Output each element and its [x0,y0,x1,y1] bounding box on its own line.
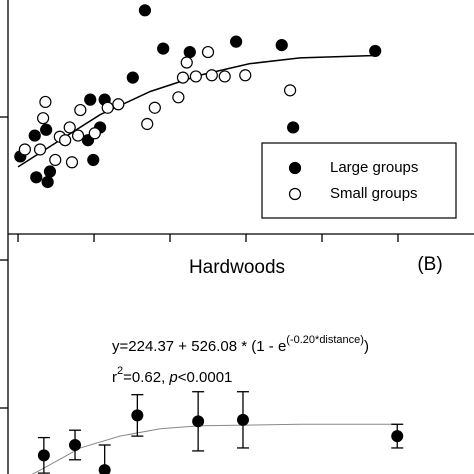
legend-marker [288,161,302,175]
point [205,69,218,82]
error-point [192,391,205,452]
point [43,165,57,178]
fit-stats: r2=0.62, p<0.0001 [112,365,232,386]
point [131,409,144,422]
point [287,121,300,134]
point [69,438,82,451]
point [59,134,72,147]
point [71,129,85,142]
point [230,35,243,48]
point [172,91,185,104]
fit-curve [31,423,398,474]
point [183,45,196,59]
r-value: =0.62, [123,369,169,386]
point [189,70,202,83]
point [37,112,50,125]
point [41,175,54,189]
point [176,71,190,84]
point [98,464,111,474]
point [180,56,193,69]
p-symbol: p [168,369,177,386]
point [239,69,252,82]
point [283,84,297,97]
point [33,143,47,156]
point [391,430,404,443]
r-sup: 2 [117,365,123,377]
legend-box [261,142,457,219]
point [126,71,139,84]
point [141,117,154,131]
error-point [391,423,404,449]
error-point [98,444,111,474]
point [74,103,87,117]
error-point [131,394,144,437]
point [65,156,79,169]
point [40,123,53,136]
legend-label: Small groups [330,185,418,202]
point [112,98,125,111]
error-point [236,391,249,449]
point [49,153,62,167]
point [369,44,382,58]
legend-marker [288,187,302,201]
r-symbol: r [112,369,117,386]
equation-exponent: (-0.20*distance) [286,334,364,346]
equation-close: ) [364,338,369,355]
panel-title: Hardwoods [189,257,285,278]
error-point [69,429,82,461]
p-value: <0.0001 [178,369,233,386]
point [218,70,231,83]
point [236,413,249,426]
legend-label: Large groups [330,159,418,176]
point [37,449,50,462]
point [192,415,205,428]
error-point [37,436,50,474]
point [30,171,43,184]
equation: y=224.37 + 526.08 * (1 - e(-0.20*distanc… [112,334,369,355]
point [101,101,114,114]
point [84,93,97,106]
point [63,121,76,134]
point [148,101,161,114]
panel-label: (B) [417,254,442,275]
point [157,42,170,55]
point [39,95,52,109]
point [18,143,31,156]
point [138,4,152,17]
point [201,45,215,59]
point [28,129,41,142]
equation-main: y=224.37 + 526.08 * (1 - e [112,338,286,355]
point [88,127,101,140]
point [87,153,100,167]
point [275,39,288,52]
